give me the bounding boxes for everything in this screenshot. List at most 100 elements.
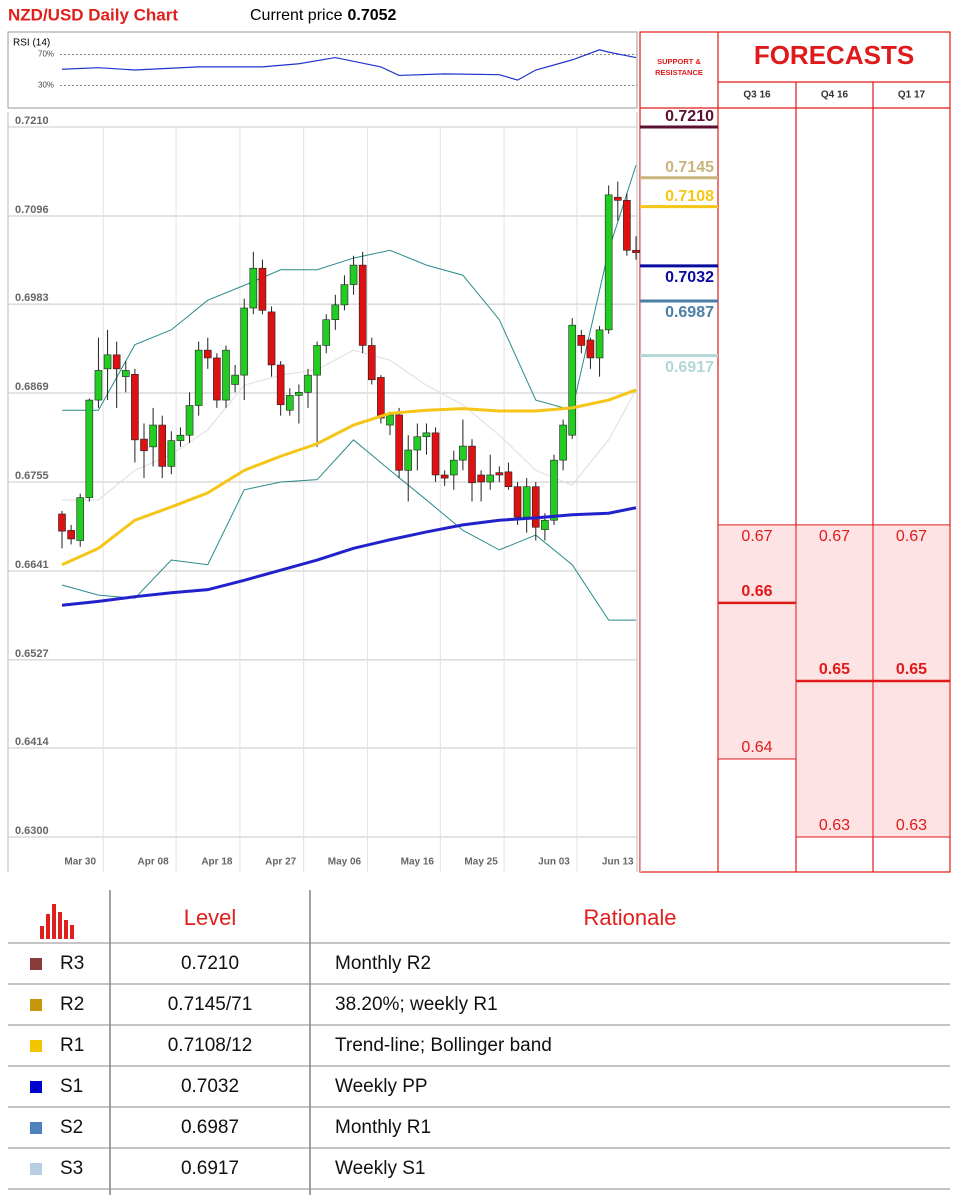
- candle-body: [185, 405, 194, 436]
- y-tick-label: 0.7210: [15, 115, 49, 127]
- candle-body: [240, 307, 249, 376]
- level-name: S2: [60, 1117, 83, 1138]
- candle-body: [623, 200, 631, 251]
- candle-body: [367, 345, 376, 381]
- candle-body: [486, 474, 495, 483]
- candle-body: [67, 530, 75, 540]
- table-header: Rationale: [584, 905, 677, 930]
- candle-body: [422, 432, 431, 438]
- forecast-high-label: 0.67: [741, 528, 772, 545]
- level-name: R2: [60, 994, 84, 1015]
- candle-body: [495, 472, 504, 476]
- candle-body: [541, 519, 549, 530]
- candle-body: [112, 354, 121, 370]
- candle-body: [331, 304, 340, 321]
- icon-bar: [58, 912, 62, 939]
- sr-label: 0.6987: [665, 304, 714, 321]
- candle-body: [477, 474, 485, 483]
- level-rationale: Monthly R2: [335, 953, 431, 974]
- x-tick-label: May 25: [464, 857, 498, 868]
- level-swatch: [30, 1081, 42, 1093]
- icon-bar: [52, 904, 56, 939]
- candle-body: [258, 267, 267, 311]
- candle-body: [504, 471, 513, 487]
- candle-body: [295, 391, 303, 396]
- candle-body: [231, 374, 239, 385]
- candle-body: [213, 357, 221, 401]
- forecast-title: FORECASTS: [754, 40, 914, 70]
- chart-title: NZD/USD Daily Chart: [8, 5, 178, 24]
- level-value: 0.7108/12: [168, 1035, 253, 1056]
- candle-body: [249, 267, 258, 309]
- candle-body: [76, 497, 85, 541]
- candle-body: [85, 399, 94, 498]
- x-tick-label: Jun 13: [602, 857, 634, 868]
- candle-body: [386, 414, 394, 426]
- x-tick-label: Apr 27: [265, 857, 297, 868]
- x-tick-label: Jun 03: [538, 857, 570, 868]
- candle-body: [167, 440, 176, 467]
- candle-body: [395, 414, 403, 471]
- candle-body: [513, 486, 522, 518]
- candle-body: [304, 374, 312, 393]
- forecast-high-label: 0.67: [819, 528, 850, 545]
- candle-body: [404, 449, 413, 471]
- candle-body: [595, 329, 604, 359]
- quarter-label: Q1 17: [898, 90, 926, 101]
- rsi-line: [61, 49, 637, 81]
- candle-body: [568, 324, 577, 436]
- candle-body: [604, 194, 613, 331]
- level-swatch: [30, 999, 42, 1011]
- candle-body: [632, 249, 640, 253]
- level-swatch: [30, 1040, 42, 1052]
- level-swatch: [30, 1163, 42, 1175]
- candle-body: [340, 284, 349, 306]
- price-value: 0.7052: [347, 7, 396, 24]
- moving-average: [61, 506, 637, 607]
- level-name: R1: [60, 1035, 84, 1056]
- moving-average: [61, 388, 637, 567]
- y-tick-label: 0.6869: [15, 381, 49, 393]
- candle-body: [459, 445, 467, 461]
- candle-body: [559, 424, 567, 461]
- rsi-panel: [7, 31, 638, 109]
- candle-body: [413, 436, 422, 451]
- candle-body: [158, 424, 167, 467]
- sr-label: 0.7210: [665, 108, 714, 125]
- candle-body: [322, 319, 331, 346]
- y-tick-label: 0.6755: [15, 470, 49, 482]
- price-label: Current price: [250, 7, 343, 24]
- level-value: 0.6917: [181, 1158, 239, 1179]
- icon-bar: [70, 925, 74, 939]
- y-tick-label: 0.6414: [15, 736, 50, 748]
- y-tick-label: 0.6641: [15, 559, 49, 571]
- forecast-panel: [639, 31, 951, 873]
- y-tick-label: 0.7096: [15, 204, 49, 216]
- candle-body: [358, 264, 367, 346]
- candle-body: [613, 196, 622, 201]
- sr-title: SUPPORT &: [657, 57, 701, 66]
- level-value: 0.6987: [181, 1117, 239, 1138]
- level-name: S1: [60, 1076, 83, 1097]
- icon-bar: [64, 920, 68, 939]
- level-value: 0.7145/71: [168, 994, 253, 1015]
- candle-body: [522, 486, 531, 518]
- level-rationale: 38.20%; weekly R1: [335, 994, 498, 1015]
- candle-body: [449, 459, 458, 476]
- candle-body: [140, 438, 148, 452]
- candle-body: [276, 364, 285, 406]
- candle-body: [103, 354, 112, 370]
- candle-body: [222, 349, 230, 401]
- y-tick-label: 0.6300: [15, 825, 49, 837]
- quarter-label: Q3 16: [743, 90, 771, 101]
- level-name: R3: [60, 953, 84, 974]
- forecast-central-label: 0.65: [819, 661, 850, 678]
- forecast-low-label: 0.63: [896, 817, 927, 834]
- candle-body: [431, 432, 440, 476]
- candle-body: [577, 335, 586, 346]
- candle-body: [468, 445, 476, 484]
- panel-border: [639, 31, 951, 873]
- sr-label: 0.7032: [665, 269, 714, 286]
